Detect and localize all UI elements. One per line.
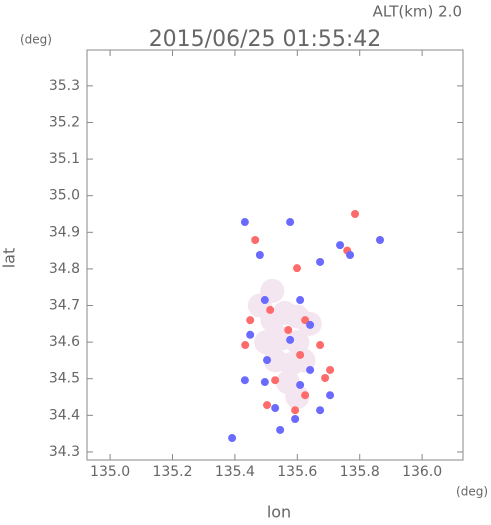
altitude-label: ALT(km) 2.0 <box>373 3 462 21</box>
y-tick-label: 34.9 <box>49 224 80 240</box>
point <box>286 335 295 344</box>
point <box>246 316 255 325</box>
y-tick-label: 35.2 <box>49 114 80 130</box>
point <box>260 296 269 305</box>
y-axis-label: lat <box>0 248 19 269</box>
point <box>240 376 249 385</box>
point <box>271 376 280 385</box>
point <box>316 257 325 266</box>
point <box>260 378 269 387</box>
point <box>241 341 250 350</box>
point <box>351 210 360 218</box>
point <box>316 341 325 350</box>
x-axis-label: lon <box>267 503 291 522</box>
x-tick-label: 135.4 <box>215 464 255 480</box>
point <box>306 320 315 329</box>
y-tick-label: 35.3 <box>49 78 80 94</box>
y-tick-label: 34.6 <box>49 334 80 350</box>
point <box>240 218 249 227</box>
point <box>251 235 260 244</box>
point <box>263 356 272 365</box>
point <box>326 391 335 400</box>
point <box>246 330 255 339</box>
point <box>286 218 295 227</box>
y-tick-label: 35.0 <box>49 188 80 204</box>
y-tick-label: 34.3 <box>49 444 80 460</box>
y-tick-label: 35.1 <box>49 151 80 167</box>
chart-title: 2015/06/25 01:55:42 <box>149 27 382 52</box>
point <box>346 251 355 259</box>
point <box>266 305 275 314</box>
y-tick-label: 34.5 <box>49 371 80 387</box>
point <box>301 316 310 325</box>
y-unit: (deg) <box>20 33 52 47</box>
point <box>296 296 305 305</box>
point <box>301 391 310 400</box>
point <box>276 425 285 434</box>
y-tick-label: 34.8 <box>49 261 80 277</box>
x-tick-label: 135.0 <box>90 464 130 480</box>
x-unit: (deg) <box>456 485 488 499</box>
point <box>291 406 300 415</box>
plot-area <box>228 210 384 443</box>
point <box>255 251 264 259</box>
x-tick-label: 135.8 <box>340 464 380 480</box>
x-tick-label: 136.0 <box>402 464 442 480</box>
point <box>336 241 345 250</box>
point <box>296 350 305 359</box>
x-tick-label: 135.6 <box>277 464 317 480</box>
point <box>263 401 272 410</box>
point <box>292 264 301 273</box>
x-tick-label: 135.2 <box>152 464 192 480</box>
y-tick-label: 34.4 <box>49 407 80 423</box>
point <box>326 365 335 374</box>
point <box>291 415 300 423</box>
point <box>375 235 384 244</box>
y-tick-label: 34.7 <box>49 298 80 314</box>
plot-frame <box>86 49 464 461</box>
point <box>271 404 280 413</box>
point <box>285 385 310 410</box>
point <box>228 434 237 443</box>
point <box>321 374 330 382</box>
point <box>306 365 315 374</box>
point <box>296 380 305 389</box>
point <box>284 326 293 335</box>
point <box>316 406 325 415</box>
